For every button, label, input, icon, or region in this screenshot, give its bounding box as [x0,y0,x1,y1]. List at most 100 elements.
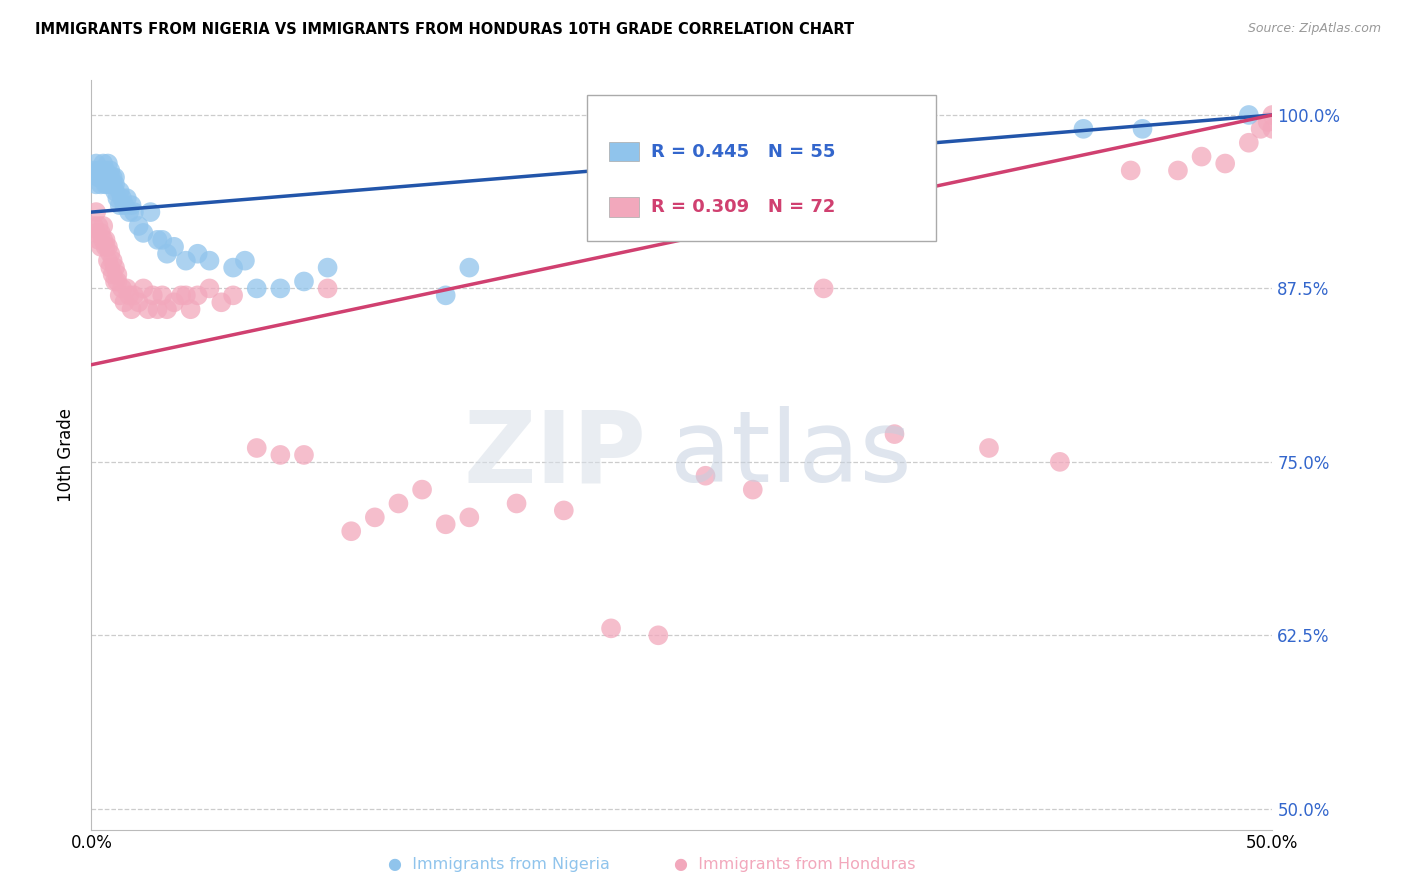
Point [105,275,128,289]
Point [90,226,112,240]
Point [84,156,107,170]
Point [340,524,363,539]
Point [98,170,121,185]
Point [115,191,138,205]
Point [111,281,134,295]
Point [94,163,117,178]
Point [90,163,112,178]
Point [97,253,120,268]
Point [156,246,179,260]
Text: R = 0.445   N = 55: R = 0.445 N = 55 [651,143,835,161]
Text: ●  Immigrants from Honduras: ● Immigrants from Honduras [673,857,915,872]
Point [87,219,110,233]
Point [222,288,245,302]
Point [91,163,114,178]
Text: Source: ZipAtlas.com: Source: ZipAtlas.com [1247,22,1381,36]
Point [505,496,527,510]
Point [458,510,481,524]
Point [136,302,159,317]
Point [292,448,315,462]
Point [174,288,197,302]
Point [1167,163,1189,178]
Point [97,178,120,192]
Point [316,281,339,295]
Point [411,483,433,497]
Point [1049,455,1071,469]
Point [553,503,575,517]
Point [741,191,763,205]
Point [1191,150,1213,164]
Point [98,246,121,260]
Point [695,468,717,483]
Point [128,219,150,233]
Point [87,170,110,185]
Point [150,288,173,302]
Point [90,178,112,192]
Point [1073,121,1095,136]
Point [98,163,121,178]
Point [91,170,114,185]
Point [146,233,169,247]
Point [84,178,107,192]
Text: ZIP: ZIP [464,407,647,503]
Point [1237,108,1260,122]
Point [163,295,186,310]
Point [233,253,256,268]
Point [187,246,209,260]
Text: R = 0.309   N = 72: R = 0.309 N = 72 [651,198,835,216]
Point [121,198,143,212]
Point [108,288,131,302]
Point [91,156,114,170]
Point [292,275,315,289]
Point [977,441,1000,455]
Point [198,253,221,268]
Point [142,288,165,302]
Point [364,510,387,524]
Point [115,281,138,295]
Point [101,178,124,192]
Point [118,205,141,219]
Point [105,191,128,205]
Point [87,163,110,178]
Point [907,128,929,143]
FancyBboxPatch shape [588,95,936,242]
Point [91,219,114,233]
Point [97,240,120,254]
Point [156,302,179,317]
Point [458,260,481,275]
Point [118,288,141,302]
Point [114,198,136,212]
Point [128,295,150,310]
Text: atlas: atlas [671,407,911,503]
Text: IMMIGRANTS FROM NIGERIA VS IMMIGRANTS FROM HONDURAS 10TH GRADE CORRELATION CHART: IMMIGRANTS FROM NIGERIA VS IMMIGRANTS FR… [35,22,855,37]
Point [146,302,169,317]
Text: ●  Immigrants from Nigeria: ● Immigrants from Nigeria [388,857,610,872]
Point [246,281,269,295]
Point [132,281,155,295]
Point [91,233,114,247]
Point [163,240,186,254]
Point [104,275,127,289]
Point [170,288,193,302]
Point [83,219,105,233]
Y-axis label: 10th Grade: 10th Grade [58,408,76,502]
Point [94,240,117,254]
Point [1261,121,1284,136]
Point [104,178,127,192]
Point [600,621,623,635]
Point [1250,121,1272,136]
Point [90,240,112,254]
Point [387,496,409,510]
Point [104,184,127,198]
Point [139,205,162,219]
Point [84,205,107,219]
Point [108,198,131,212]
Point [1213,156,1236,170]
Point [111,191,134,205]
Point [122,205,145,219]
Point [101,253,124,268]
Point [316,260,339,275]
Point [813,281,835,295]
Point [269,448,291,462]
Point [883,427,905,442]
